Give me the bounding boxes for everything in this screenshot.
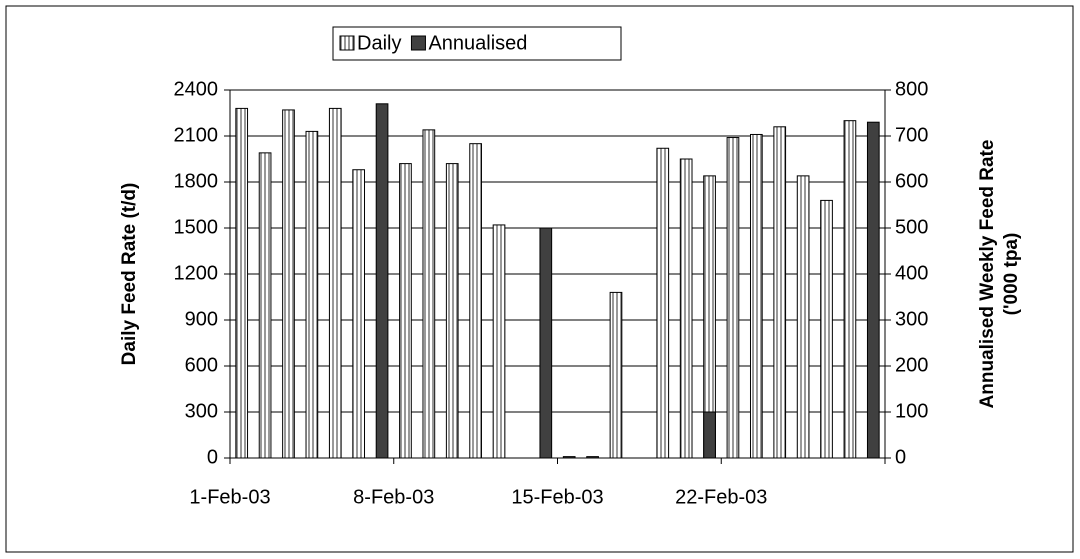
y-tick-label: 2400 [174,78,219,100]
bar [726,137,740,459]
x-tick-label: 22-Feb-03 [675,486,767,508]
y-tick-label: 2100 [174,124,219,146]
legend-label: Annualised [428,32,527,54]
y2-tick-label: 200 [895,354,928,376]
y2-tick-label: 100 [895,400,928,422]
x-tick-label: 8-Feb-03 [353,486,434,508]
legend: Daily Annualised [332,26,622,61]
y2-tick-label: 500 [895,216,928,238]
legend-swatch [410,35,426,51]
bar [422,129,436,459]
y-tick-label: 900 [185,308,218,330]
y2-tick-label: 400 [895,262,928,284]
y-tick-label: 300 [185,400,218,422]
bar [703,411,716,459]
bar [352,169,366,459]
bar [773,126,787,459]
y-tick-label: 600 [185,354,218,376]
bar [492,224,506,459]
bar [258,152,272,459]
y2-tick-label: 0 [895,446,906,468]
y2-tick-label: 700 [895,124,928,146]
bar [328,107,342,459]
y2-axis-title: Annualised Weekly Feed Rate [977,140,998,409]
x-tick-label: 15-Feb-03 [511,486,603,508]
bar [656,147,670,459]
y-axis-title: Daily Feed Rate (t/d) [119,183,140,366]
y2-tick-label: 800 [895,78,928,100]
y-tick-label: 1500 [174,216,219,238]
y2-tick-label: 300 [895,308,928,330]
bar [282,109,295,459]
y-tick-label: 1200 [174,262,219,284]
bar [679,158,693,459]
bar [796,175,810,459]
y-tick-label: 0 [207,446,218,468]
y2-tick-label: 600 [895,170,928,192]
y-tick-label: 1800 [174,170,219,192]
bar [305,130,319,459]
bar [469,143,482,459]
legend-swatch [339,35,355,51]
bar [749,133,763,459]
legend-box [332,26,622,61]
bar [539,227,553,459]
bar [235,107,249,459]
bar [609,291,623,459]
bar [843,120,857,459]
legend-label: Daily [357,32,401,54]
bar [375,103,389,459]
x-tick-label: 1-Feb-03 [189,486,270,508]
bar [866,121,880,459]
y2-axis-title: ('000 tpa) [1001,233,1022,316]
bar [445,163,459,459]
bar [820,199,833,459]
bar [399,163,412,459]
